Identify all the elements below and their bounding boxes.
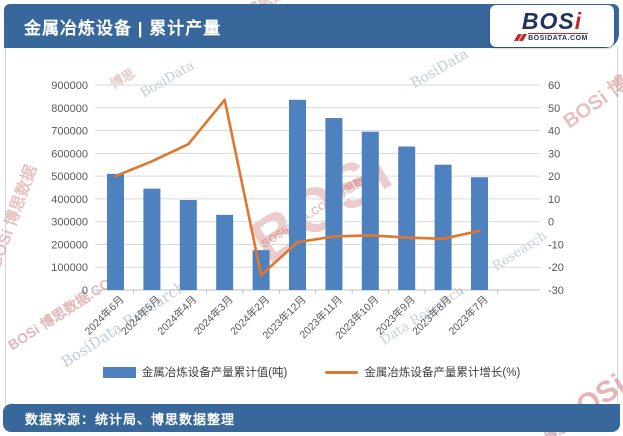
bar: [471, 177, 488, 290]
data-source-text: 数据来源：统计局、博思数据整理: [25, 411, 236, 427]
x-axis-label: 2023年7月: [446, 293, 491, 338]
left-axis-tick-label: 200000: [51, 239, 88, 251]
right-axis-tick-label: 50: [548, 103, 560, 115]
bar: [216, 214, 234, 290]
legend-item-line-series: 金属冶炼设备产量累计增长(%): [325, 364, 520, 380]
right-axis-tick-label: -10: [548, 239, 564, 251]
chart-legend: 金属冶炼设备产量累计值(吨) 金属冶炼设备产量累计增长(%): [0, 362, 623, 382]
left-axis-tick-label: 600000: [51, 148, 88, 160]
bar: [289, 99, 306, 290]
right-axis-tick-label: 40: [548, 126, 560, 138]
right-axis-tick-label: 0: [548, 217, 554, 229]
bar: [325, 118, 343, 291]
logo-stripes-icon: [514, 33, 528, 41]
right-axis-tick-label: 60: [548, 80, 560, 92]
left-axis-tick-label: 400000: [51, 194, 88, 206]
right-axis-tick-label: -20: [548, 262, 564, 274]
right-axis-tick-label: 10: [548, 194, 560, 206]
left-axis-tick-label: 800000: [51, 103, 88, 115]
bosi-logo-text: BOSi: [521, 7, 583, 34]
header-bar: 金属冶炼设备 | 累计产量 BOSi BOSIDATA.COM: [4, 4, 619, 48]
right-axis-tick-label: -30: [548, 285, 564, 297]
left-axis-tick-label: 300000: [51, 217, 88, 229]
right-axis-tick-label: 30: [548, 148, 560, 160]
line-series-label: 金属冶炼设备产量累计增长(%): [364, 367, 521, 379]
right-axis-tick-label: 20: [548, 171, 560, 183]
bosi-logo-domain: BOSIDATA.COM: [528, 32, 588, 42]
logo-i-accent: i: [574, 7, 583, 34]
legend-item-bar-series: 金属冶炼设备产量累计值(吨): [102, 364, 288, 380]
bar: [107, 173, 124, 290]
left-axis-tick-label: 700000: [51, 126, 88, 138]
left-axis-tick-label: 0: [82, 285, 88, 297]
bar: [361, 131, 379, 290]
growth-line: [114, 98, 481, 277]
bar-series-swatch: [102, 366, 136, 378]
bar-series-label: 金属冶炼设备产量累计值(吨): [141, 367, 288, 379]
bar: [398, 146, 416, 290]
footer-bar: 数据来源：统计局、博思数据整理: [3, 404, 620, 432]
left-axis-tick-label: 100000: [51, 262, 88, 274]
left-axis-tick-label: 500000: [51, 171, 88, 183]
bar: [143, 188, 161, 290]
bosi-logo: BOSi BOSIDATA.COM: [490, 5, 614, 47]
bar: [434, 164, 452, 290]
bar: [179, 200, 197, 290]
left-axis-tick-label: 900000: [51, 80, 88, 92]
page-title: 金属冶炼设备 | 累计产量: [24, 18, 222, 38]
line-series-swatch: [325, 370, 359, 374]
